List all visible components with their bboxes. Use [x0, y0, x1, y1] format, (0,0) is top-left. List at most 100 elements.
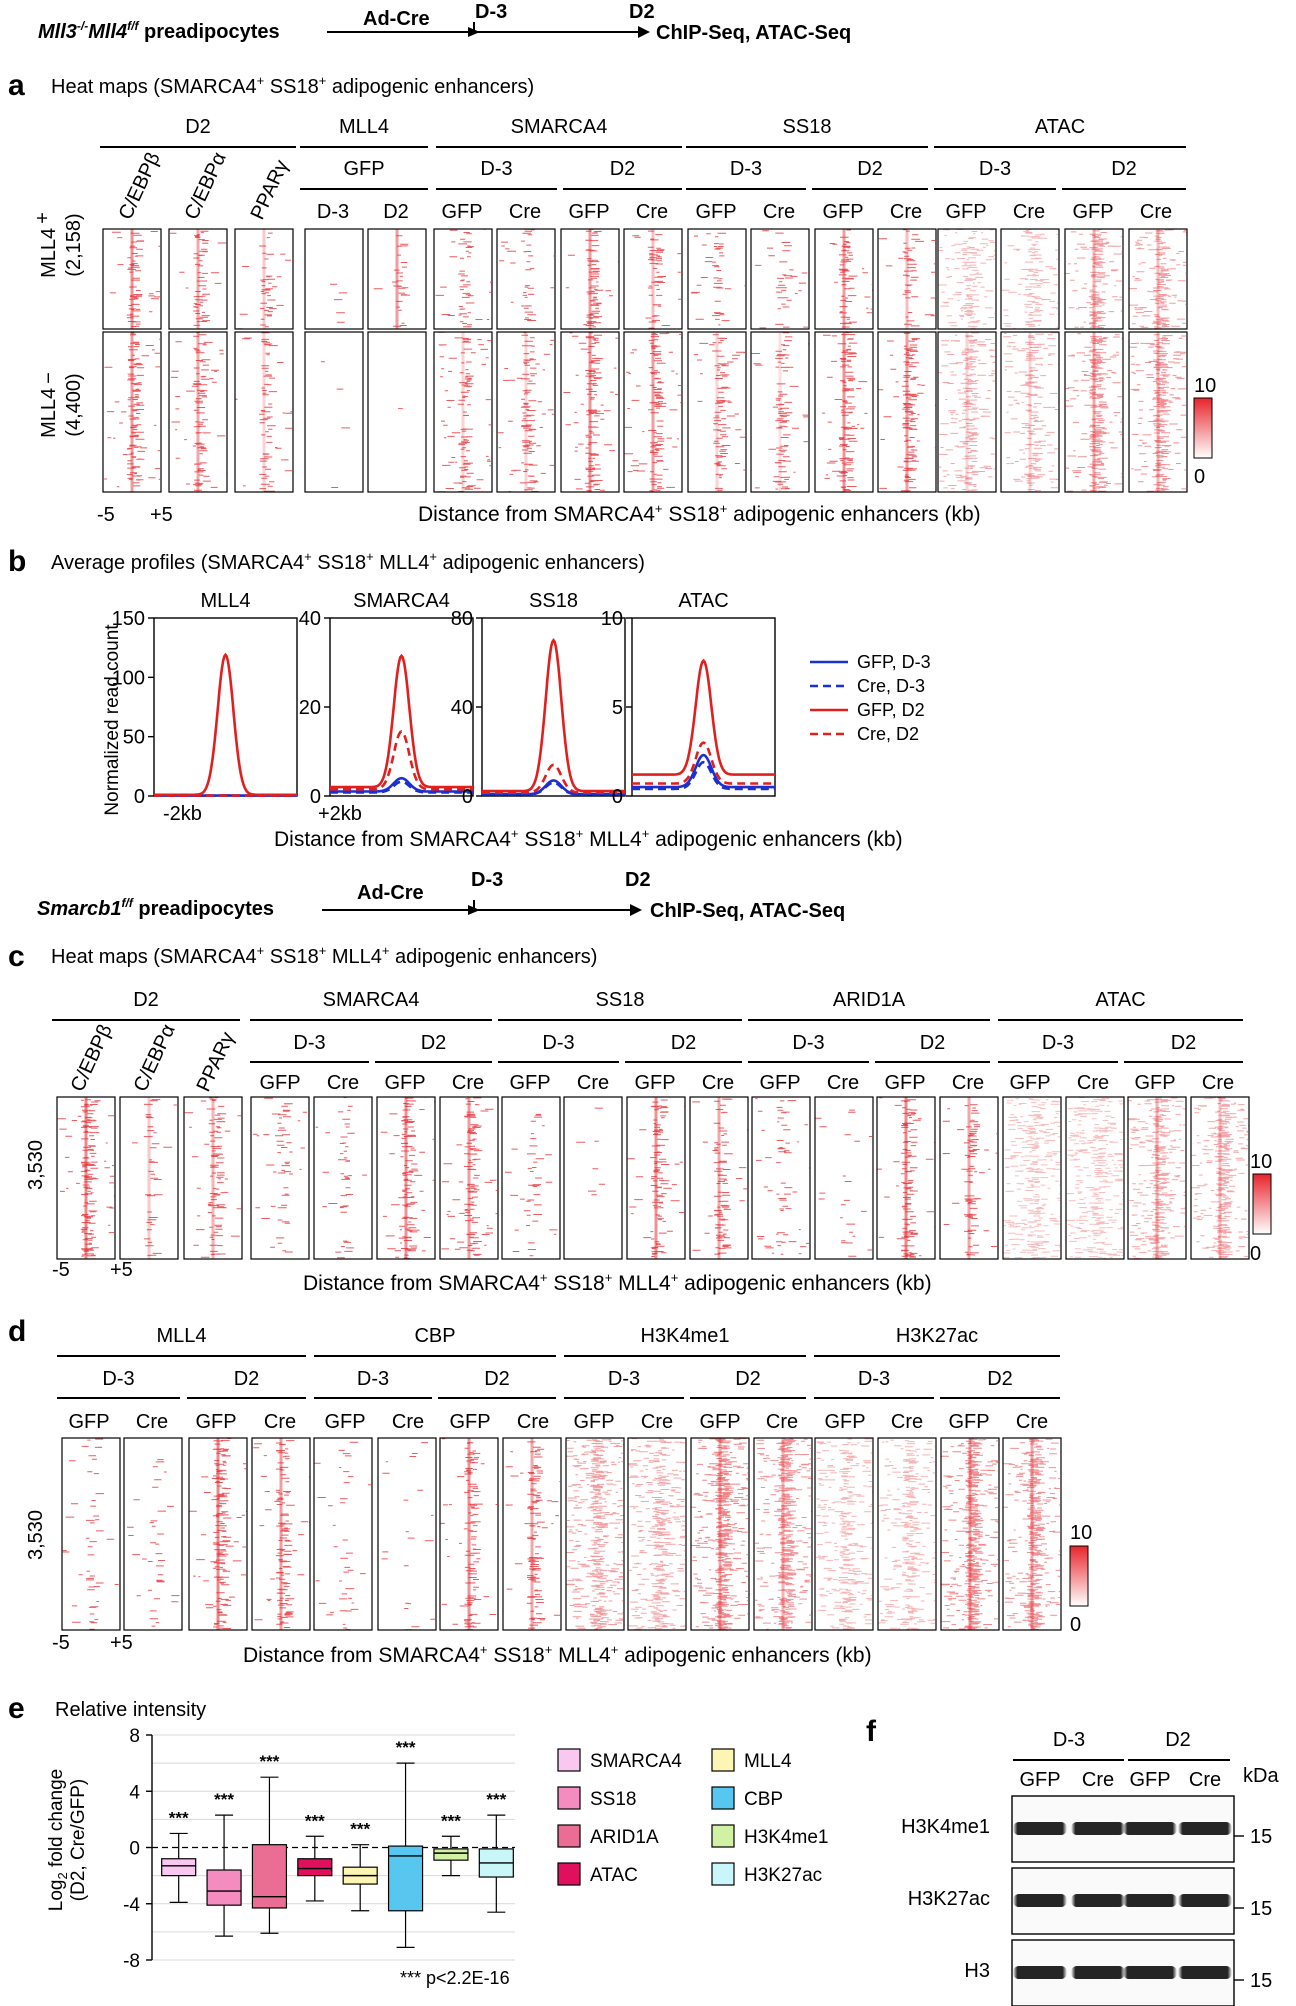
c-col-label: Cre [1077, 1072, 1109, 1094]
a-group-label: SMARCA4 [511, 116, 608, 138]
c-col-label: GFP [1009, 1072, 1050, 1094]
c-heatmap [250, 1096, 310, 1260]
b-ytick-label: 20 [299, 697, 321, 719]
panel-a-title: Heat maps (SMARCA4+ SS18+ adipogenic enh… [51, 73, 534, 98]
e-box-h3k27ac: *** [478, 1790, 514, 1913]
b-chart-0: MLL4 0 50 100 150 [112, 590, 298, 808]
scheme2-readout: ChIP-Seq, ATAC-Seq [650, 900, 845, 922]
c-group-label: ATAC [1095, 989, 1145, 1011]
b-series-line [330, 776, 473, 793]
a-heatmap-bottom [234, 331, 294, 493]
a-heatmap-top [1000, 228, 1060, 330]
c-sub-label: D2 [421, 1032, 447, 1054]
d-row-label: 3,530 [25, 1510, 47, 1560]
b-series-line [482, 763, 625, 794]
c-heatmap [501, 1096, 561, 1260]
e-ytick-label: 8 [129, 1726, 140, 1747]
c-heatmap [876, 1096, 936, 1260]
a-heatmap-bottom [1000, 331, 1060, 493]
d-heatmap [1002, 1437, 1062, 1631]
c-heatmap [751, 1096, 811, 1260]
c-col-label: Cre [827, 1072, 859, 1094]
b-ytick-label: 40 [451, 697, 473, 719]
a-sub-label: D2 [1111, 158, 1137, 180]
f-band [1123, 1966, 1177, 1979]
c-heatmap [119, 1096, 179, 1260]
c-heatmap [689, 1096, 749, 1260]
c-heatmap [183, 1096, 243, 1260]
c-group-label: SS18 [596, 989, 645, 1011]
a-heatmap-top [877, 228, 937, 330]
d-heatmap [690, 1437, 750, 1631]
f-band [1013, 1966, 1067, 1979]
a-sub-label: D-3 [480, 158, 512, 180]
d-scale-max: 10 [1070, 1522, 1092, 1544]
d-x-left: -5 [52, 1632, 70, 1654]
a-rot-label: C/EBPα [181, 149, 231, 223]
c-heatmap [1065, 1096, 1125, 1260]
e-box-mll4: *** [342, 1820, 378, 1912]
e-ytick-label: -8 [123, 1951, 140, 1972]
a-heatmap-bottom [937, 331, 997, 493]
a-col-label: GFP [822, 201, 863, 223]
b-chart-1: SMARCA4 0 20 40 [299, 590, 474, 808]
a-col-label: GFP [1072, 201, 1113, 223]
scheme1-treatment: Ad-Cre [363, 8, 430, 30]
c-sub-label: D-3 [1042, 1032, 1074, 1054]
b-ytick-label: 100 [112, 667, 145, 689]
b-ytick-label: 10 [601, 608, 623, 630]
c-xlabel: Distance from SMARCA4+ SS18+ MLL4+ adipo… [303, 1270, 932, 1295]
b-series-line [482, 638, 625, 793]
f-band [1071, 1894, 1125, 1907]
f-marker-label: 15 [1250, 1826, 1272, 1848]
c-heatmap [56, 1096, 116, 1260]
d-sub-label: D2 [484, 1368, 510, 1390]
scheme1-genotype: Mll3-/-Mll4f/f preadipocytes [38, 19, 280, 43]
c-col-label: GFP [509, 1072, 550, 1094]
b-legend-label: Cre, D2 [857, 724, 919, 744]
a-heatmap-top [168, 228, 228, 330]
d-x-right: +5 [110, 1632, 133, 1654]
b-series-line [632, 658, 775, 776]
c-x-left: -5 [52, 1259, 70, 1281]
a-sub-label: D-3 [730, 158, 762, 180]
e-legend-label: CBP [744, 1789, 783, 1810]
d-heatmap [251, 1437, 311, 1631]
a-group-label: ATAC [1035, 116, 1085, 138]
f-kda-label: kDa [1243, 1765, 1279, 1787]
d-col-label: Cre [641, 1411, 673, 1433]
d-heatmap [877, 1437, 937, 1631]
b-chart-3: ATAC 0 5 10 [601, 590, 776, 808]
a-heatmap-bottom [750, 331, 810, 493]
a-row-label-mll4-pos: MLL4+ [32, 212, 60, 278]
b-series-line [154, 652, 297, 797]
d-group-label: MLL4 [156, 1325, 206, 1347]
d-heatmap [627, 1437, 687, 1631]
e-legend-label: SMARCA4 [590, 1751, 682, 1772]
d-xlabel: Distance from SMARCA4+ SS18+ MLL4+ adipo… [243, 1642, 872, 1667]
c-heatmap [313, 1096, 373, 1260]
e-significance: *** [350, 1820, 370, 1839]
d-col-label: GFP [573, 1411, 614, 1433]
c-col-label: GFP [634, 1072, 675, 1094]
a-heatmap-top [750, 228, 810, 330]
b-xlabel: Distance from SMARCA4+ SS18+ MLL4+ adipo… [274, 826, 903, 851]
f-band [1013, 1822, 1067, 1835]
a-heatmap-top [102, 228, 162, 330]
b-chart-title: SS18 [529, 590, 578, 612]
f-marker-label: 15 [1250, 1898, 1272, 1920]
a-heatmap-top [814, 228, 874, 330]
a-heatmap-bottom [814, 331, 874, 493]
b-ylabel: Normalized read count [102, 624, 123, 816]
d-col-label: Cre [891, 1411, 923, 1433]
c-col-label: GFP [884, 1072, 925, 1094]
e-legend-label: ATAC [590, 1865, 638, 1886]
d-group-label: CBP [414, 1325, 455, 1347]
scheme2-treatment: Ad-Cre [357, 882, 424, 904]
scheme2-genotype: Smarcb1f/f preadipocytes [37, 896, 274, 920]
d-col-label: Cre [766, 1411, 798, 1433]
e-significance: *** [260, 1752, 280, 1771]
e-ytick-label: 4 [129, 1782, 140, 1803]
d-heatmap [814, 1437, 874, 1631]
a-col-label: D-3 [317, 201, 349, 223]
